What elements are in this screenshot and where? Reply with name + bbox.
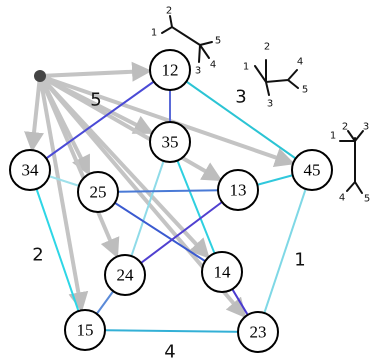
edge-weight-label: 5 [90,90,101,111]
tree-leaf-label: 4 [339,193,345,204]
edge-weight-label: 1 [294,250,305,271]
edge [170,70,312,170]
tree-leaf-label: 1 [151,28,157,39]
tree-leaf-label: 2 [166,6,172,17]
tree-leaf-label: 3 [363,122,369,133]
node-label: 12 [162,61,179,80]
node-label: 25 [90,183,107,202]
tree-leaf-label: 2 [264,42,270,53]
tree-leaf-label: 1 [330,131,336,142]
node-label: 14 [214,263,232,282]
node-label: 34 [22,161,40,180]
tree-sketch [255,60,298,95]
tree-leaf-label: 5 [215,36,221,47]
tree-leaf-label: 5 [302,85,308,96]
tree-leaf-label: 3 [195,66,201,77]
tree-leaf-label: 4 [210,60,216,71]
node-label: 24 [117,266,135,285]
tree-leaf-label: 4 [297,57,303,68]
tree-sketch [340,131,363,193]
edge [98,190,238,192]
graph-diagram: 12353425134524141523 5321412534123451234… [0,0,370,362]
tree-leaf-label: 2 [342,122,348,133]
arrow [40,71,148,76]
tree-leaf-label: 3 [267,99,273,110]
edge-weight-label: 3 [235,87,246,108]
node-label: 23 [250,323,267,342]
tree-sketches [162,16,363,193]
tree-leaf-label: 5 [364,194,370,205]
edge-weight-label: 4 [164,342,175,362]
node-label: 35 [162,133,179,152]
node-label: 15 [77,321,94,340]
arrow [40,76,116,255]
arrow [32,76,40,148]
node-label: 45 [304,161,321,180]
tree-leaf-label: 1 [243,62,249,73]
source-dot [34,70,46,82]
edge [85,330,258,332]
edge-weight-label: 2 [32,245,43,266]
node-label: 13 [230,181,247,200]
